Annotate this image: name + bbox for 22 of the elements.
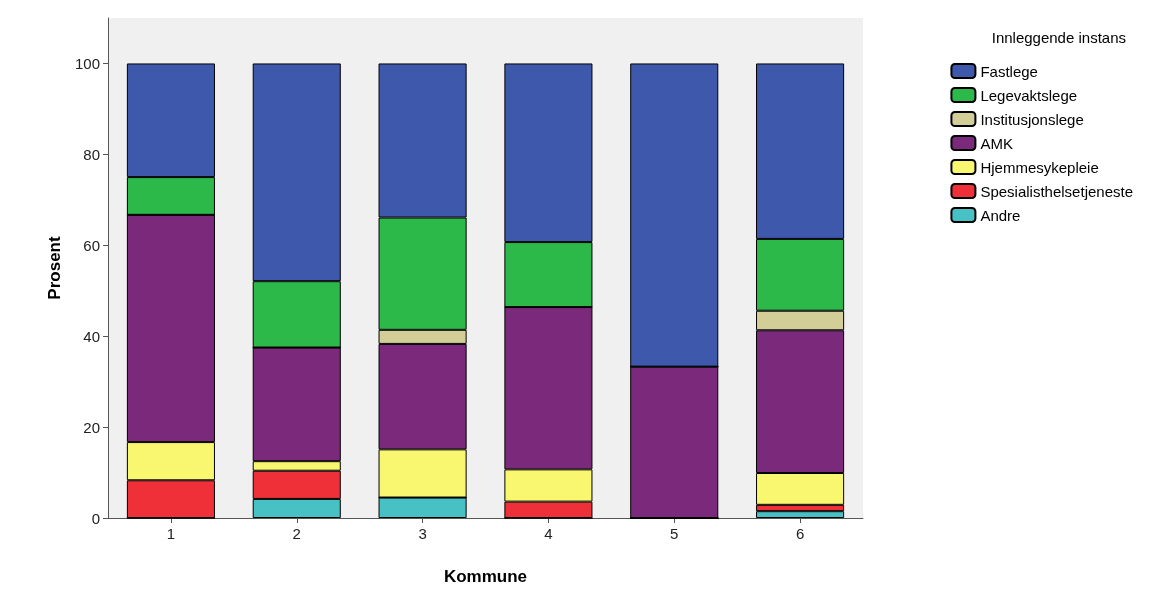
legend-label: Andre bbox=[980, 206, 1021, 224]
y-tick-label: 0 bbox=[91, 509, 100, 527]
y-tick-label: 20 bbox=[83, 418, 100, 436]
x-axis-title: Kommune bbox=[443, 567, 528, 586]
x-tick-label: 1 bbox=[166, 525, 176, 542]
legend-label: Spesialisthelsetjeneste bbox=[980, 182, 1133, 200]
legend-label: Hjemmesykepleie bbox=[980, 158, 1099, 176]
x-tick-label: 6 bbox=[795, 525, 805, 542]
legend-label: Fastlege bbox=[980, 62, 1038, 80]
x-tick-label: 5 bbox=[670, 525, 679, 542]
x-tick-label: 4 bbox=[544, 525, 553, 542]
y-tick-label: 60 bbox=[83, 236, 100, 254]
y-tick-label: 40 bbox=[83, 327, 100, 345]
x-tick-label: 3 bbox=[418, 525, 427, 542]
x-tick-label: 2 bbox=[292, 525, 301, 542]
legend-title: Innleggende instans bbox=[991, 29, 1127, 46]
legend-label: AMK bbox=[980, 134, 1013, 152]
legend-label: Legevaktslege bbox=[980, 86, 1078, 104]
y-axis-title: Prosent bbox=[45, 236, 64, 300]
y-tick-label: 80 bbox=[83, 145, 100, 163]
y-tick-label: 100 bbox=[74, 54, 100, 72]
legend-label: Institusjonslege bbox=[980, 110, 1084, 128]
